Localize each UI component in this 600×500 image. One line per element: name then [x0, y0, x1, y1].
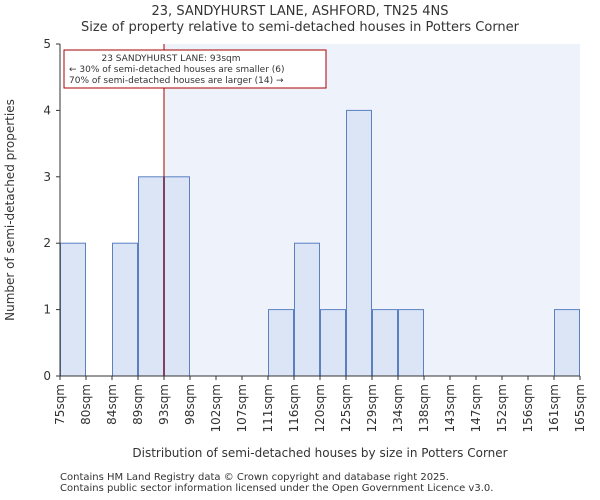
bar-84sqm [112, 242, 138, 377]
bars-group [60, 109, 580, 377]
x-tick-label: 93sqm [157, 384, 171, 425]
bar-129sqm [372, 309, 398, 377]
x-tick-label: 98sqm [183, 384, 197, 425]
chart-subtitle: Size of property relative to semi-detach… [80, 20, 520, 35]
x-tick-label: 111sqm [261, 384, 275, 432]
bar-111sqm [268, 309, 294, 377]
x-tick-label: 116sqm [287, 384, 301, 432]
x-tick-label: 161sqm [547, 384, 561, 432]
chart-title: 23, SANDYHURST LANE, ASHFORD, TN25 4NS [151, 4, 449, 19]
x-tick-label: 84sqm [105, 384, 119, 425]
annotation-smaller: ← 30% of semi-detached houses are smalle… [69, 65, 285, 75]
bar-134sqm [398, 309, 424, 377]
x-tick-label: 143sqm [443, 384, 457, 432]
x-tick-label: 125sqm [339, 384, 353, 432]
x-tick-label: 89sqm [131, 384, 145, 425]
footer-line-2: Contains public sector information licen… [60, 483, 494, 494]
x-tick-label: 75sqm [53, 384, 67, 425]
y-axis-label: Number of semi-detached properties [3, 99, 17, 321]
x-tick-label: 165sqm [573, 384, 587, 432]
x-tick-label: 80sqm [79, 384, 93, 425]
x-tick-label: 120sqm [313, 384, 327, 432]
bar-125sqm [346, 109, 372, 377]
bar-116sqm [294, 242, 320, 377]
x-tick-label: 102sqm [209, 384, 223, 432]
footer-line-1: Contains HM Land Registry data © Crown c… [60, 472, 449, 483]
bar-161sqm [554, 309, 580, 377]
annotation-box [63, 49, 327, 89]
x-axis-label: Distribution of semi-detached houses by … [132, 446, 507, 460]
y-tick-label: 2 [43, 236, 51, 250]
annotation-title: 23 SANDYHURST LANE: 93sqm [101, 54, 240, 64]
y-tick-label: 3 [43, 170, 51, 184]
marker-group: 23 SANDYHURST LANE: 93sqm← 30% of semi-d… [63, 44, 327, 376]
bar-93sqm [164, 176, 190, 377]
bar-75sqm [60, 242, 86, 377]
x-tick-label: 152sqm [495, 384, 509, 432]
y-tick-label: 0 [43, 369, 51, 383]
y-tick-label: 4 [43, 103, 51, 117]
y-tick-label: 5 [43, 37, 51, 51]
bar-120sqm [320, 309, 346, 377]
y-tick-label: 1 [43, 303, 51, 317]
labels-group: 0 1 2 3 4 5 75sqm 80sqm 84sqm 89sqm 93sqm 98sqm 102s… [3, 37, 587, 460]
x-tick-label: 129sqm [365, 384, 379, 432]
axes-group [56, 43, 581, 380]
footer: Contains HM Land Registry data © Crown c… [60, 472, 493, 494]
annotation-larger: 70% of semi-detached houses are larger (… [69, 76, 284, 86]
x-tick-label: 138sqm [417, 384, 431, 432]
x-tick-label: 134sqm [391, 384, 405, 432]
bar-89sqm [138, 176, 164, 377]
x-tick-label: 107sqm [235, 384, 249, 432]
x-tick-label: 156sqm [521, 384, 535, 432]
x-tick-label: 147sqm [469, 384, 483, 432]
